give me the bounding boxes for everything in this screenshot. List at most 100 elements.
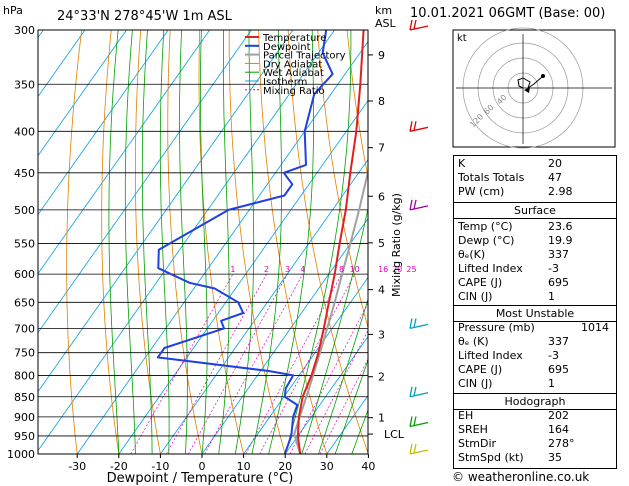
wet-adiabat-line <box>179 30 188 454</box>
pressure-tick-label: 950 <box>14 430 35 443</box>
height-tick-label: 6 <box>378 190 385 203</box>
hodograph-point <box>541 74 545 78</box>
dry-adiabat-line <box>346 30 368 180</box>
wind-barb-shaft <box>409 392 429 398</box>
pressure-tick-label: 400 <box>14 125 35 138</box>
pressure-tick-label: 850 <box>14 391 35 404</box>
wind-barb-feather <box>409 121 413 132</box>
axes: 1 2 3 4 8 10 16 20 25300350400450500550600650700… <box>7 24 417 473</box>
storm-motion-marker <box>524 87 530 93</box>
mixing-ratio-line <box>130 273 234 454</box>
x-tick-label: -30 <box>68 460 86 473</box>
pressure-tick-label: 900 <box>14 411 35 424</box>
dry-adiabat-line <box>101 30 120 454</box>
x-tick-label: 0 <box>199 460 206 473</box>
wet-adiabat-line <box>318 297 368 454</box>
x-tick-label: 20 <box>278 460 292 473</box>
wind-barb-feather <box>409 443 413 455</box>
wind-barbs <box>409 19 429 455</box>
hodograph-trace <box>517 75 544 90</box>
mixing-ratio-axis-label: Mixing Ratio (g/kg) <box>390 193 403 297</box>
legend-entry: Parcel Trajectory <box>263 51 346 62</box>
isotherm-line <box>38 30 211 275</box>
pressure-tick-label: 500 <box>14 204 35 217</box>
mixing-ratio-tick-label: 1 <box>230 265 235 274</box>
legend-entry: Dry Adiabat <box>263 59 322 70</box>
x-tick-label: 40 <box>361 460 375 473</box>
pressure-unit-label: hPa <box>3 4 23 17</box>
mixing-ratio-tick-label: 2 <box>264 265 269 274</box>
isotherm-line <box>243 276 368 454</box>
height-unit-top: km <box>375 4 392 17</box>
hodograph-unit: kt <box>457 33 467 44</box>
mixing-ratio-tick-label: 25 <box>406 265 416 274</box>
wind-barb-shaft <box>409 449 429 455</box>
isotherm-line <box>160 158 368 454</box>
wind-barb-feather <box>409 416 413 427</box>
dewpoint-line <box>156 30 334 454</box>
isotherm-line <box>38 30 335 452</box>
x-axis-label: Dewpoint / Temperature (°C) <box>107 471 294 486</box>
height-tick-label: 1 <box>378 412 385 425</box>
wind-barb-feather <box>413 443 417 454</box>
wind-barb-feather <box>409 19 413 31</box>
wet-adiabat-line <box>124 30 136 454</box>
pressure-tick-label: 800 <box>14 369 35 382</box>
mixing-ratio-tick-label: 3 <box>285 265 290 274</box>
isotherm-line <box>38 30 169 216</box>
height-tick-label: 9 <box>378 49 385 62</box>
pressure-tick-label: 600 <box>14 268 35 281</box>
dry-adiabat-line <box>66 30 83 454</box>
pressure-tick-label: 700 <box>14 322 35 335</box>
mixing-ratio-tick-label: 8 <box>339 265 344 274</box>
height-tick-label: 2 <box>378 371 385 384</box>
x-tick-label: 30 <box>320 460 334 473</box>
wind-barb-feather <box>413 386 417 396</box>
location-label: 24°33'N 278°45'W 1m ASL <box>57 9 233 24</box>
legend-entry: Wet Adiabat <box>263 68 324 79</box>
wind-barb-shaft <box>409 205 429 211</box>
plot-frame <box>37 29 369 455</box>
wet-adiabat-line <box>234 30 255 454</box>
wind-barb-feather <box>409 199 413 211</box>
wind-barb-feather <box>409 318 413 329</box>
pressure-tick-label: 300 <box>14 24 35 37</box>
x-tick-label: -10 <box>151 460 169 473</box>
wind-barb-feather <box>413 416 417 426</box>
pressure-tick-label: 550 <box>14 237 35 250</box>
wet-adiabat-line <box>141 30 153 454</box>
dry-adiabat-line <box>134 30 161 454</box>
height-tick-label: 8 <box>378 95 385 108</box>
legend-entry: Mixing Ratio <box>263 86 325 97</box>
wind-barb-shaft <box>409 25 429 31</box>
wind-barb-feather <box>413 19 417 30</box>
wind-barb-feather <box>409 386 413 397</box>
isotherm-line <box>38 30 127 157</box>
height-tick-label: 5 <box>378 237 385 250</box>
pressure-tick-label: 450 <box>14 167 35 180</box>
pressure-tick-label: 1000 <box>7 448 35 461</box>
temperature-line <box>296 30 365 454</box>
legend-entry: Dewpoint <box>263 42 311 53</box>
hodograph-frame <box>452 29 616 148</box>
height-unit-bottom: ASL <box>375 17 397 30</box>
mixing-ratio-line <box>319 358 368 454</box>
height-tick-label: 4 <box>378 284 385 297</box>
wind-barb-feather <box>413 318 417 328</box>
mixing-ratio-tick-label: 10 <box>350 265 360 274</box>
height-tick-label: 3 <box>378 328 385 341</box>
mixing-ratio-tick-label: 4 <box>300 265 305 274</box>
parcel-trajectory-line <box>293 166 368 454</box>
pressure-tick-label: 750 <box>14 347 35 360</box>
x-tick-label: -20 <box>110 460 128 473</box>
legend-entry: Temperature <box>262 33 326 44</box>
lcl-label: LCL <box>384 428 405 441</box>
pressure-tick-label: 350 <box>14 78 35 91</box>
wind-barb-shaft <box>409 323 429 330</box>
isotherm-line <box>38 30 86 98</box>
pressure-tick-label: 650 <box>14 296 35 309</box>
legend-entry: Isotherm <box>263 77 307 88</box>
